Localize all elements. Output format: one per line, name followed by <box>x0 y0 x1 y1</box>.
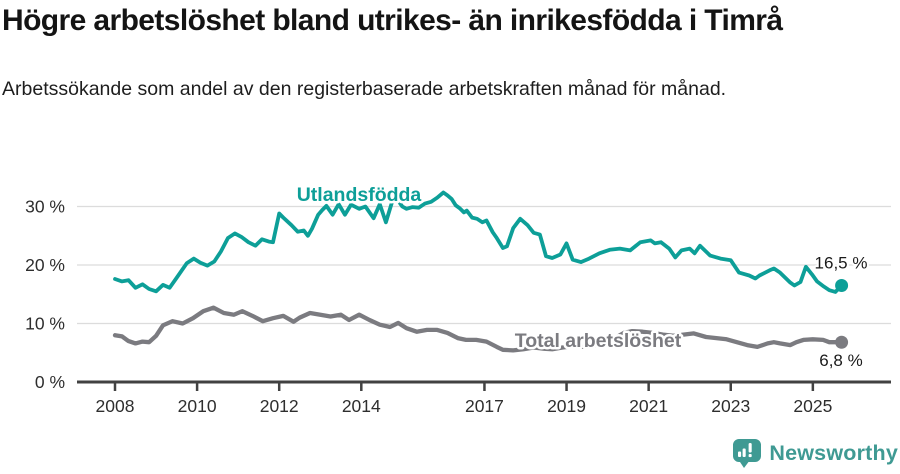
newsworthy-logo[interactable]: Newsworthy <box>732 438 898 469</box>
y-axis-tick-label: 30 % <box>25 197 65 217</box>
newsworthy-logo-icon <box>733 439 762 468</box>
x-axis-tick-label: 2010 <box>178 396 217 416</box>
x-axis-tick-label: 2021 <box>629 396 668 416</box>
series-end-dot-utlandsfodda <box>835 278 849 292</box>
y-axis-tick-label: 10 % <box>25 314 65 334</box>
y-axis-tick-label: 0 % <box>35 372 65 392</box>
series-label-total: Total arbetslöshet <box>515 330 682 352</box>
page-subtitle: Arbetssökande som andel av den registerb… <box>2 78 727 100</box>
x-axis-tick-label: 2025 <box>793 396 832 416</box>
series-label-utlandsfodda: Utlandsfödda <box>297 184 422 206</box>
x-axis-tick-label: 2012 <box>260 396 299 416</box>
series-end-dot-total <box>835 335 849 349</box>
x-axis-tick-label: 2017 <box>465 396 504 416</box>
series-end-value-utlandsfodda: 16,5 % <box>815 253 868 272</box>
page-title: Högre arbetslöshet bland utrikes- än inr… <box>2 4 783 37</box>
brand-name: Newsworthy <box>769 441 898 465</box>
x-axis-tick-label: 2023 <box>711 396 750 416</box>
x-axis-tick-label: 2019 <box>547 396 586 416</box>
x-axis-tick-label: 2008 <box>96 396 135 416</box>
series-end-value-total: 6,8 % <box>819 351 862 370</box>
series-line-total <box>112 305 844 353</box>
y-axis-tick-label: 20 % <box>25 255 65 275</box>
series-line-utlandsfodda <box>113 190 844 294</box>
x-axis-tick-label: 2014 <box>342 396 381 416</box>
